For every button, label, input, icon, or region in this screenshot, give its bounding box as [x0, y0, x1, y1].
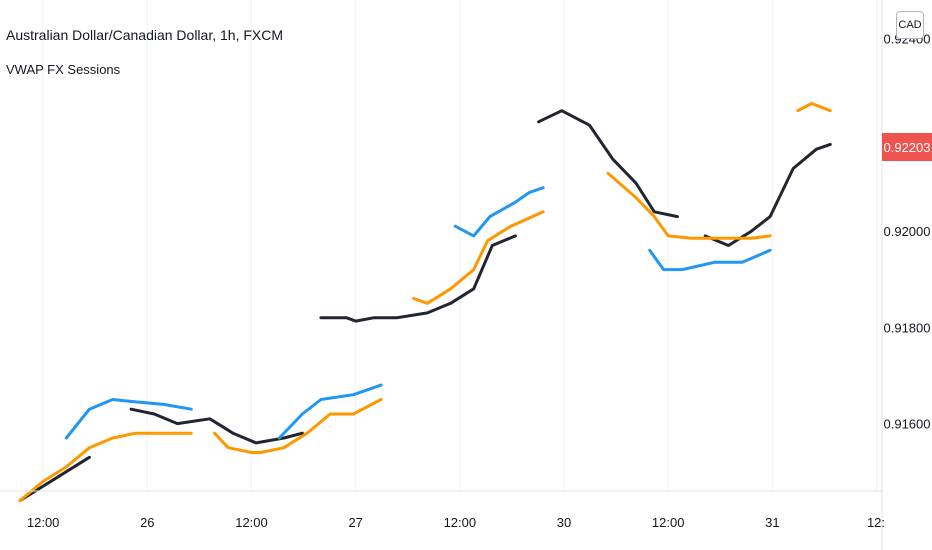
x-tick-label: 31 — [765, 515, 779, 530]
series-0-segment — [537, 109, 679, 219]
indicator-legend[interactable]: VWAP FX Sessions — [6, 62, 121, 77]
series-2-segment — [213, 398, 383, 454]
x-tick-label: 27 — [348, 515, 362, 530]
y-tick-label: 0.92000 — [884, 224, 931, 239]
series-2-segment — [18, 431, 193, 503]
series-0-segment — [129, 407, 304, 445]
x-tick-label: 30 — [557, 515, 571, 530]
series-layer — [18, 102, 832, 503]
x-tick-label: 12: — [867, 515, 885, 530]
series-1-segment — [648, 248, 772, 272]
series-0-segment — [703, 142, 832, 247]
series-0-segment — [18, 455, 91, 503]
series-1-segment — [453, 186, 545, 238]
x-tick-label: 12:00 — [235, 515, 268, 530]
y-tick-label: 0.91600 — [884, 417, 931, 432]
chart-grid — [42, 0, 878, 491]
series-2-segment — [412, 210, 545, 305]
series-2-segment — [606, 171, 772, 240]
x-tick-label: 26 — [140, 515, 154, 530]
x-tick-label: 12:00 — [27, 515, 60, 530]
series-1-segment — [277, 383, 383, 440]
last-price-badge: 0.92203 — [882, 133, 932, 161]
time-axis[interactable]: 12:00 26 12:00 27 12:00 30 12:00 31 12: — [27, 515, 885, 530]
chart-title: Australian Dollar/Canadian Dollar, 1h, F… — [6, 27, 284, 43]
y-tick-label: 0.91800 — [884, 320, 931, 335]
series-0-segment — [319, 234, 517, 323]
currency-button[interactable]: CAD — [896, 11, 924, 39]
series-2-segment — [796, 102, 832, 113]
x-tick-label: 12:00 — [444, 515, 477, 530]
x-tick-label: 12:00 — [652, 515, 685, 530]
series-1-segment — [64, 398, 193, 440]
